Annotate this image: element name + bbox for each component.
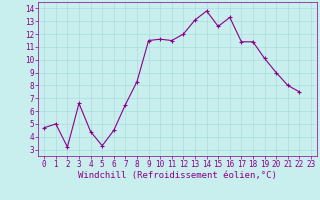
X-axis label: Windchill (Refroidissement éolien,°C): Windchill (Refroidissement éolien,°C) [78,171,277,180]
